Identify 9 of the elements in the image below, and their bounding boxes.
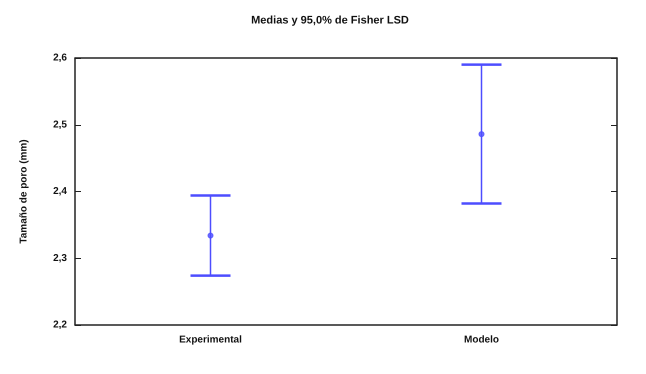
- y-tick-label: 2,2: [53, 320, 68, 330]
- x-tick-label: Modelo: [464, 334, 499, 346]
- x-tick-label: Experimental: [179, 334, 242, 346]
- chart-title: Medias y 95,0% de Fisher LSD: [251, 14, 409, 26]
- y-tick-label: 2,6: [53, 52, 68, 64]
- y-axis-title: Tamaño de poro (mm): [18, 139, 30, 244]
- y-tick-label: 2,3: [53, 252, 68, 264]
- y-tick-label: 2,4: [53, 186, 68, 197]
- y-tick-label: 2,5: [53, 119, 68, 130]
